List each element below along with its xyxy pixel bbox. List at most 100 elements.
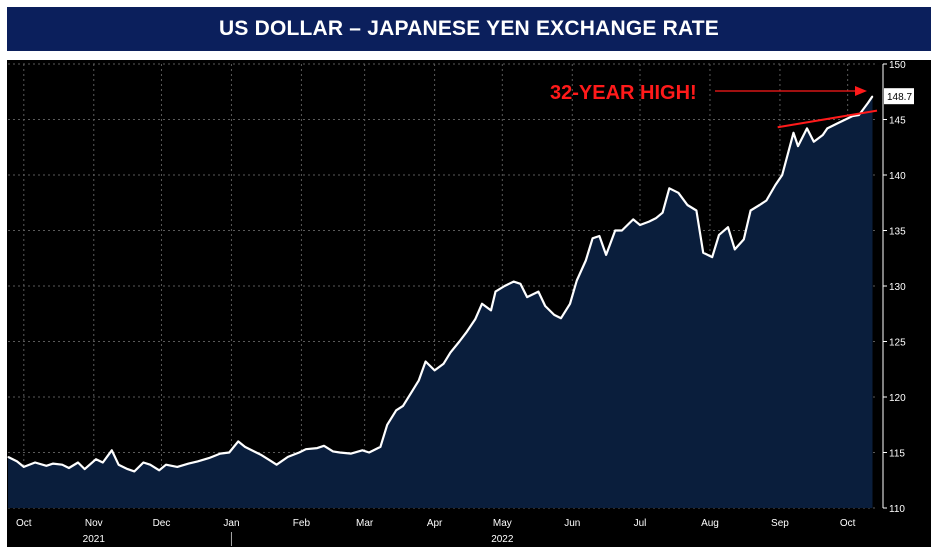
- annotation-layer: 32-YEAR HIGH!: [550, 82, 878, 129]
- data-point: [465, 332, 467, 334]
- data-point: [165, 464, 167, 466]
- data-point: [668, 187, 670, 189]
- data-point: [449, 352, 451, 354]
- data-point: [323, 445, 325, 447]
- x-tick-label: May: [493, 518, 512, 529]
- title-bar: US DOLLAR – JAPANESE YEN EXCHANGE RATE: [7, 7, 931, 51]
- series-line: [7, 95, 874, 473]
- x-tick-label: Apr: [427, 518, 443, 529]
- data-point: [260, 454, 262, 456]
- data-point: [208, 457, 210, 459]
- data-point: [871, 95, 874, 97]
- year-label: 2022: [491, 534, 514, 545]
- data-point: [45, 465, 47, 467]
- data-point: [867, 102, 869, 104]
- data-point: [585, 259, 587, 262]
- data-point: [127, 468, 129, 470]
- data-point: [228, 451, 230, 454]
- last-value-box: [884, 88, 914, 105]
- data-point: [553, 314, 555, 316]
- x-tick-label: Jun: [564, 518, 580, 529]
- data-point: [759, 204, 761, 206]
- data-point: [16, 460, 18, 462]
- data-point: [95, 458, 97, 460]
- chart-frame: 110 115 120 125 130 135 140 145 150 Oct Nov Dec Jan F…: [7, 60, 931, 547]
- data-point: [269, 459, 271, 461]
- data-point: [842, 120, 844, 122]
- y-tick-label: 145: [889, 116, 906, 127]
- data-point: [743, 238, 745, 240]
- trend-line: [777, 109, 878, 129]
- data-point: [434, 369, 436, 371]
- data-point: [513, 280, 515, 283]
- data-point: [411, 390, 413, 393]
- data-point: [648, 221, 650, 223]
- data-point: [718, 234, 720, 236]
- x-tick-label: Oct: [840, 518, 856, 529]
- data-point: [316, 447, 318, 449]
- data-point: [287, 456, 289, 458]
- data-point: [519, 283, 521, 285]
- data-point: [526, 296, 528, 298]
- data-point: [621, 229, 623, 232]
- data-point: [835, 123, 837, 125]
- data-point: [781, 174, 783, 176]
- data-point: [102, 461, 104, 464]
- data-point: [187, 463, 190, 465]
- y-tick-label: 130: [889, 282, 906, 293]
- y-tick-label: 140: [889, 171, 906, 182]
- data-point: [734, 248, 736, 250]
- data-point: [598, 235, 600, 237]
- marks-layer: [7, 95, 874, 472]
- x-tick-label: Jul: [634, 518, 647, 529]
- data-point: [142, 461, 145, 464]
- x-tick-label: Sep: [771, 518, 789, 529]
- data-point: [560, 317, 562, 319]
- data-point: [537, 290, 540, 293]
- chart-svg: 110 115 120 125 130 135 140 145 150 Oct Nov Dec Jan F…: [7, 60, 914, 546]
- x-tick-label: Feb: [293, 518, 311, 529]
- data-point: [158, 469, 160, 471]
- y-tick-label: 135: [889, 227, 906, 238]
- data-point: [632, 218, 634, 220]
- data-point: [84, 468, 86, 470]
- data-point: [458, 340, 461, 343]
- data-point: [797, 145, 799, 147]
- data-point: [481, 303, 483, 305]
- x-tick-label: Aug: [701, 518, 719, 529]
- data-point: [402, 405, 404, 407]
- data-point: [851, 115, 853, 117]
- data-point: [858, 114, 860, 116]
- data-point: [813, 141, 815, 143]
- data-point: [826, 127, 828, 129]
- data-point: [605, 254, 607, 256]
- data-point: [386, 424, 388, 426]
- y-tick-label: 115: [889, 449, 905, 460]
- data-point: [149, 464, 151, 466]
- x-tick-label: Jan: [223, 518, 239, 529]
- annotation-arrow-head: [855, 86, 867, 96]
- data-point: [418, 379, 420, 381]
- data-point: [339, 451, 341, 454]
- data-point: [379, 446, 382, 448]
- data-point: [34, 461, 36, 464]
- y-tick-label: 150: [889, 60, 906, 71]
- x-tick-label: Nov: [85, 518, 103, 529]
- data-point: [7, 456, 9, 458]
- data-point: [592, 237, 594, 239]
- data-point: [474, 318, 476, 320]
- data-point: [68, 467, 70, 469]
- data-point: [368, 451, 370, 454]
- y-tick-label: 110: [889, 504, 905, 515]
- y-tick-label: 120: [889, 393, 906, 404]
- data-point: [133, 470, 135, 472]
- data-point: [443, 363, 445, 365]
- data-point: [822, 134, 824, 136]
- data-point: [614, 229, 616, 232]
- data-point: [118, 464, 120, 466]
- data-point: [765, 199, 768, 202]
- data-point: [695, 209, 698, 212]
- data-point: [395, 409, 397, 411]
- data-point: [544, 305, 546, 307]
- data-point: [305, 448, 307, 450]
